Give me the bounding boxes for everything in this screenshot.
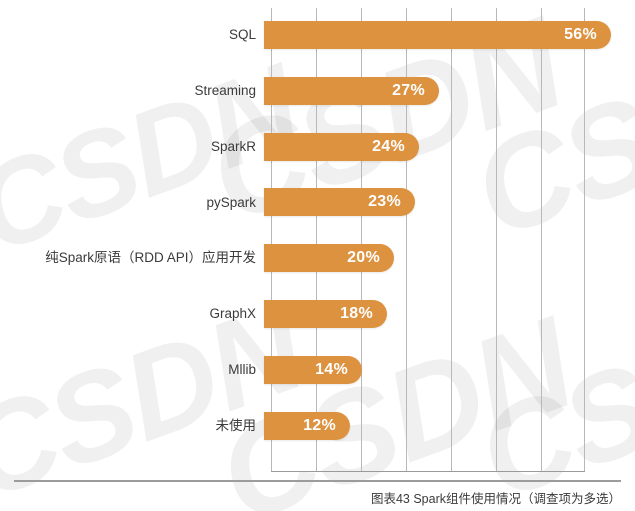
gridline	[271, 8, 272, 472]
bar-value-label: 20%	[347, 249, 380, 267]
bar-container: 27%	[264, 76, 439, 105]
bar-container: 24%	[264, 132, 419, 161]
bar[interactable]: 18%	[264, 300, 387, 328]
bar-row: pySpark 23%	[0, 188, 635, 217]
gridline	[541, 8, 542, 472]
bar-row: Streaming 27%	[0, 76, 635, 105]
footer-divider	[14, 480, 621, 482]
bar[interactable]: 23%	[264, 188, 415, 217]
bar-value-label: 14%	[315, 360, 348, 378]
category-label: 未使用	[215, 417, 257, 433]
bar-value-label: 12%	[303, 416, 336, 434]
gridline	[316, 8, 317, 472]
category-label: Mllib	[228, 362, 256, 378]
plot-area	[271, 8, 585, 472]
gridline	[406, 8, 407, 472]
category-label: Streaming	[194, 83, 256, 99]
bar[interactable]: 14%	[264, 355, 362, 384]
bar-row: SQL 56%	[0, 21, 635, 49]
bar[interactable]: 27%	[264, 76, 439, 105]
bar-value-label: 24%	[372, 137, 405, 155]
gridline	[584, 8, 585, 472]
bar-value-label: 18%	[340, 305, 373, 322]
bar-row: 纯Spark原语（RDD API）应用开发 20%	[0, 244, 635, 273]
bar-row: 未使用 12%	[0, 411, 635, 440]
bar-container: 56%	[264, 21, 611, 49]
bar-rows: SQL 56% Streaming 27% SparkR 24% pySpark 23% 纯Sp…	[0, 21, 635, 440]
bar-container: 23%	[264, 188, 415, 217]
bar-value-label: 23%	[368, 193, 401, 211]
gridline	[451, 8, 452, 472]
category-label: 纯Spark原语（RDD API）应用开发	[45, 250, 256, 266]
bar-row: GraphX 18%	[0, 300, 635, 328]
bar-value-label: 27%	[392, 81, 425, 99]
bar-container: 20%	[264, 244, 394, 273]
bar[interactable]: 56%	[264, 21, 611, 49]
gridline	[496, 8, 497, 472]
figure-caption: 图表43 Spark组件使用情况（调查项为多选）	[370, 492, 621, 506]
bar-row: SparkR 24%	[0, 132, 635, 161]
bar-container: 12%	[264, 411, 350, 440]
category-label: GraphX	[209, 306, 256, 322]
bar-row: Mllib 14%	[0, 355, 635, 384]
bar-value-label: 56%	[564, 26, 597, 43]
bar-container: 14%	[264, 355, 362, 384]
bar[interactable]: 24%	[264, 132, 419, 161]
category-axis-line	[271, 471, 585, 472]
gridline	[361, 8, 362, 472]
bar[interactable]: 20%	[264, 244, 394, 273]
category-label: SparkR	[210, 138, 256, 154]
category-label: SQL	[228, 27, 256, 43]
category-label: pySpark	[206, 194, 256, 210]
bar-container: 18%	[264, 300, 387, 328]
bar[interactable]: 12%	[264, 411, 350, 440]
